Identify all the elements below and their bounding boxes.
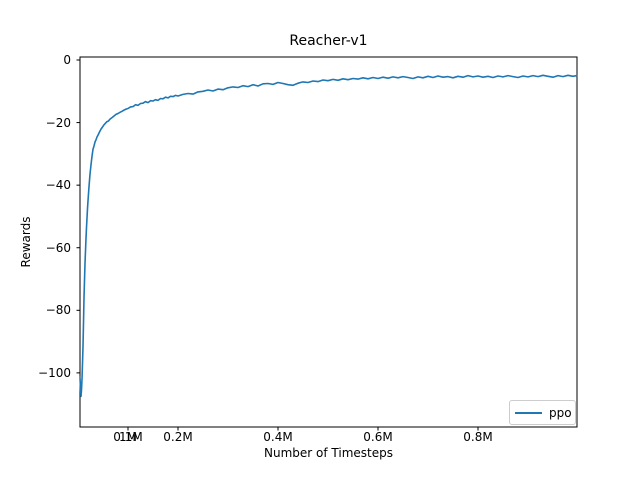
x-tick-label-1M: 1M	[119, 430, 137, 444]
legend-entry-label: ppo	[549, 405, 572, 420]
x-tick-label-0.4M: 0.4M	[263, 430, 293, 444]
chart-title: Reacher-v1	[289, 33, 368, 49]
y-tick-label--20: −20	[45, 115, 71, 130]
x-tick-label-0.8M: 0.8M	[463, 430, 493, 444]
x-axis-title: Number of Timesteps	[264, 446, 393, 460]
x-tick-label-0.2M: 0.2M	[163, 430, 193, 444]
y-tick-label--80: −80	[45, 303, 71, 318]
y-tick-label--100: −100	[38, 365, 71, 380]
tick-marks	[76, 59, 479, 431]
axes-frame	[79, 56, 578, 428]
y-tick-label--40: −40	[45, 178, 71, 193]
y-axis-title: Rewards	[19, 216, 33, 268]
ppo-reward-curve	[79, 74, 578, 398]
x-tick-label-0.1M: 0.1M	[113, 430, 143, 444]
legend-line-sample-icon	[515, 411, 542, 414]
legend: ppo	[509, 400, 576, 425]
x-tick-label-0.6M: 0.6M	[363, 430, 393, 444]
y-tick-label-0: 0	[63, 53, 71, 67]
y-tick-label--60: −60	[45, 240, 71, 255]
